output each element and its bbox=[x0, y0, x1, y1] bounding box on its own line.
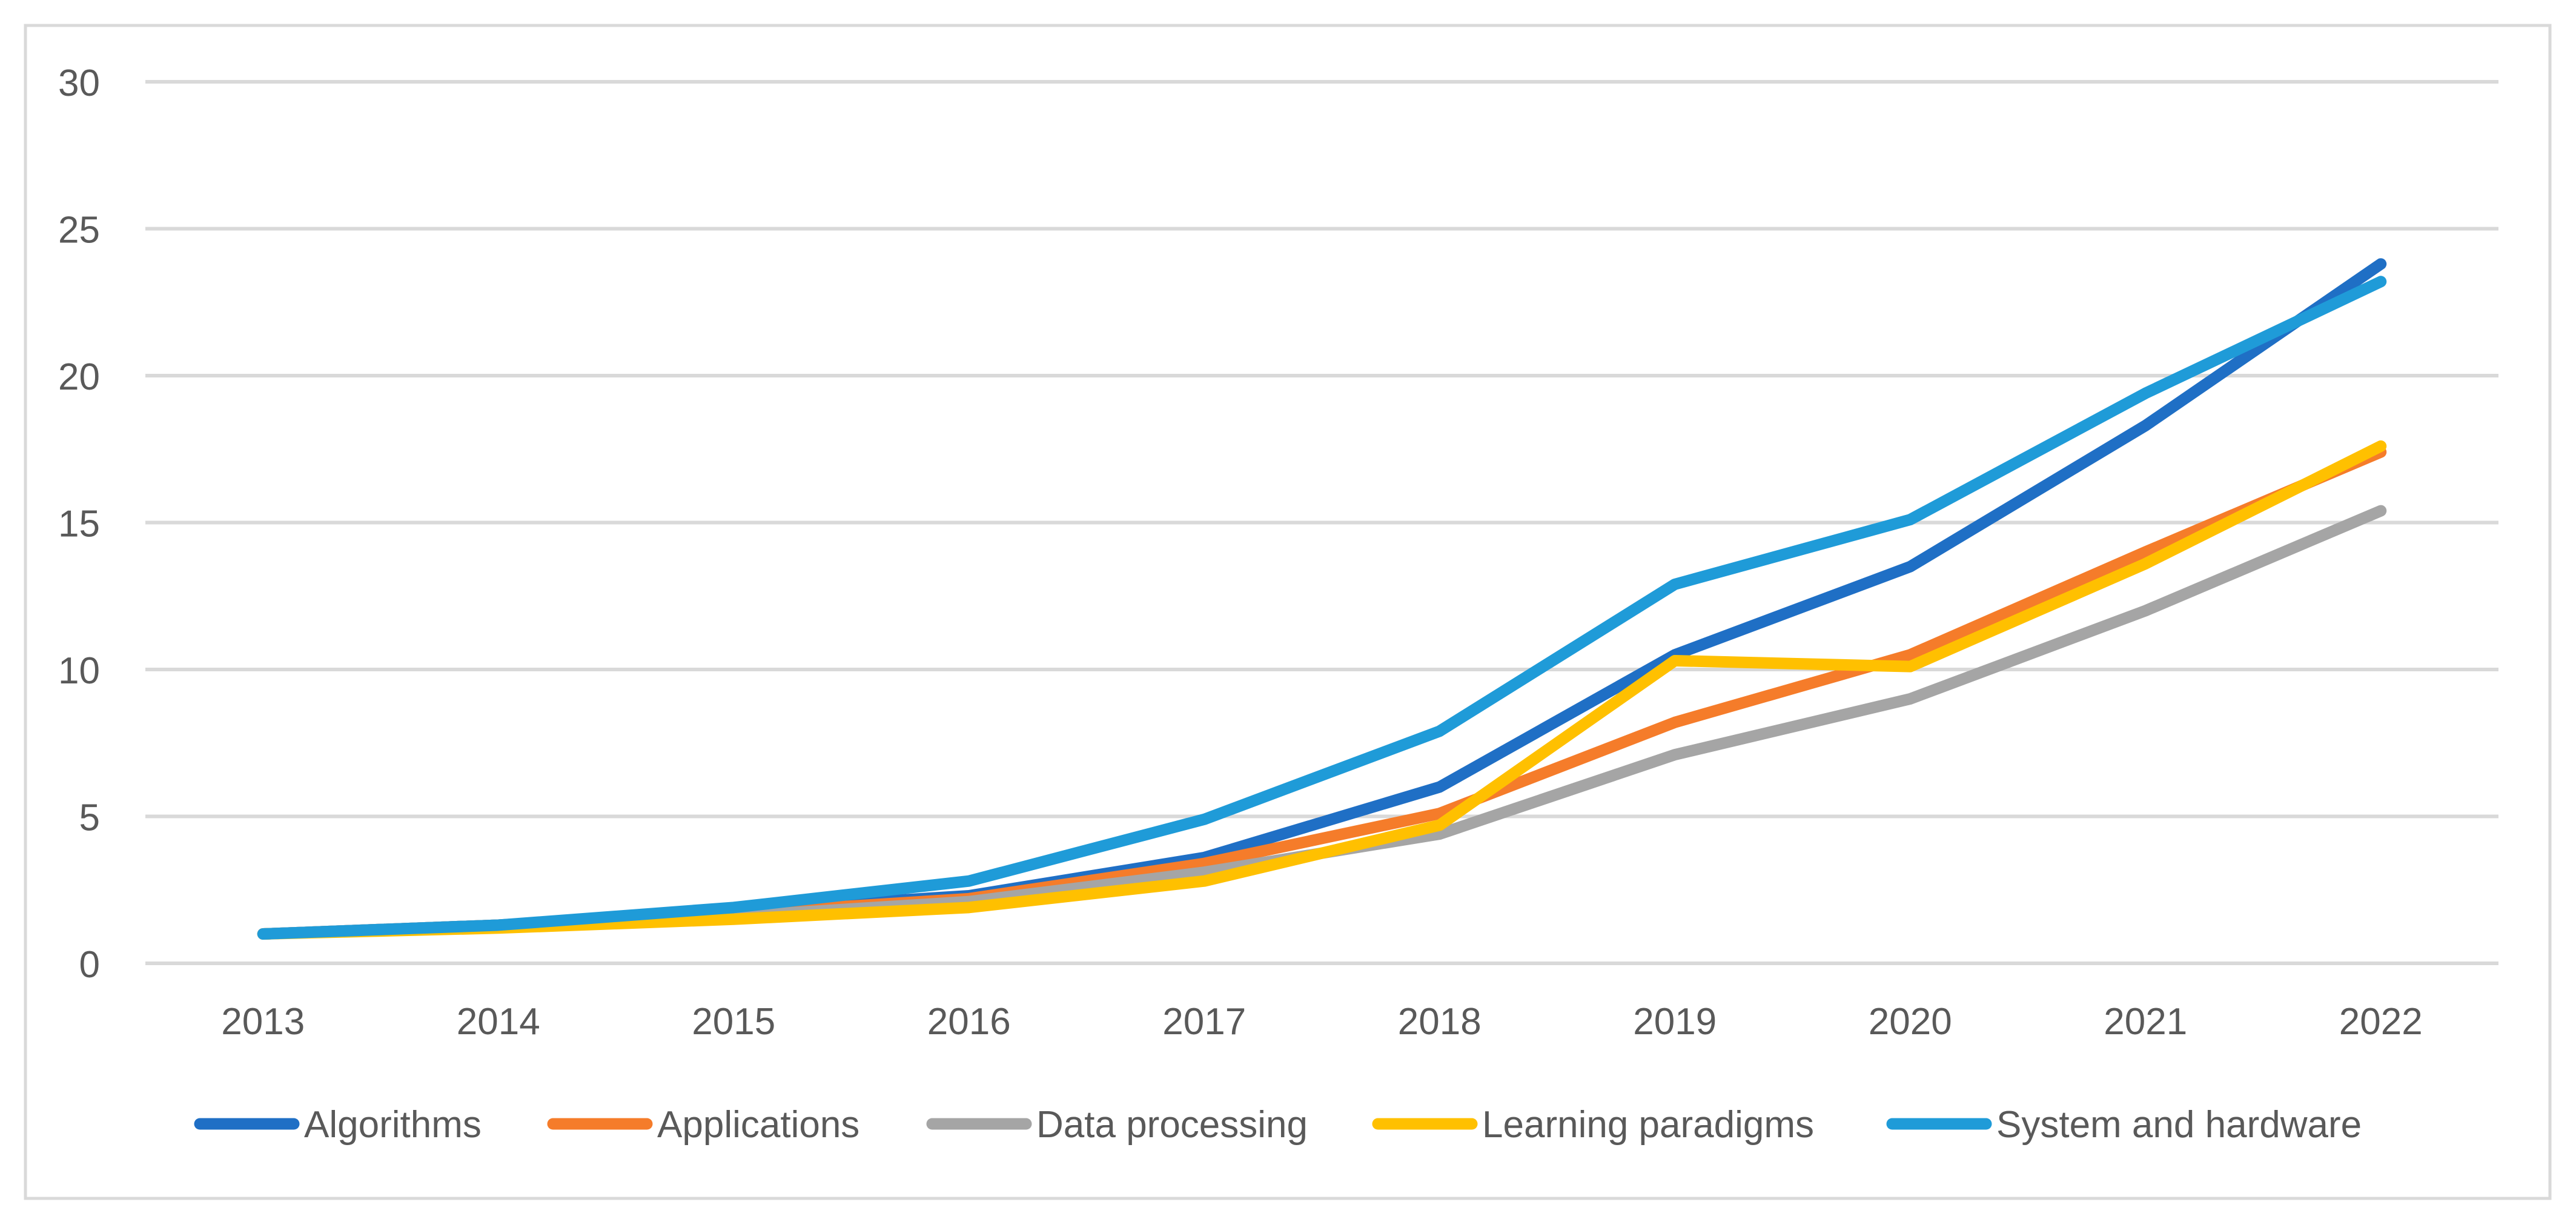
x-tick-label: 2021 bbox=[2104, 1001, 2187, 1043]
y-tick-label: 25 bbox=[58, 210, 100, 251]
y-tick-label: 15 bbox=[58, 503, 100, 545]
y-tick-label: 30 bbox=[58, 62, 100, 104]
legend: Algorithms Applications Data processing Lea… bbox=[194, 1104, 2362, 1146]
legend-label: Learning paradigms bbox=[1482, 1104, 1814, 1146]
x-tick-label: 2014 bbox=[457, 1001, 540, 1043]
legend-label: Applications bbox=[657, 1104, 859, 1146]
x-tick-label: 2022 bbox=[2339, 1001, 2423, 1043]
x-tick-label: 2017 bbox=[1162, 1001, 1246, 1043]
y-tick-label: 20 bbox=[58, 356, 100, 398]
y-axis-tick-labels: 0 5 10 15 20 25 30 bbox=[58, 62, 100, 986]
legend-label: Algorithms bbox=[304, 1104, 482, 1146]
legend-label: Data processing bbox=[1036, 1104, 1308, 1146]
x-tick-label: 2015 bbox=[692, 1001, 775, 1043]
series-line-learning-paradigms bbox=[257, 440, 2387, 940]
x-tick-label: 2013 bbox=[221, 1001, 305, 1043]
series-lines bbox=[257, 258, 2387, 940]
y-tick-label: 10 bbox=[58, 650, 100, 692]
y-tick-label: 5 bbox=[79, 797, 100, 839]
x-tick-label: 2018 bbox=[1398, 1001, 1482, 1043]
series-line-system-and-hardware bbox=[257, 276, 2387, 940]
legend-label: System and hardware bbox=[1996, 1104, 2362, 1146]
y-tick-label: 0 bbox=[79, 944, 100, 986]
x-axis-tick-labels: 2013 2014 2015 2016 2017 2018 2019 2020 2021 2022 bbox=[221, 1001, 2422, 1043]
x-tick-label: 2016 bbox=[927, 1001, 1011, 1043]
x-tick-label: 2020 bbox=[1869, 1001, 1952, 1043]
x-tick-label: 2019 bbox=[1633, 1001, 1717, 1043]
gridlines bbox=[145, 80, 2498, 965]
